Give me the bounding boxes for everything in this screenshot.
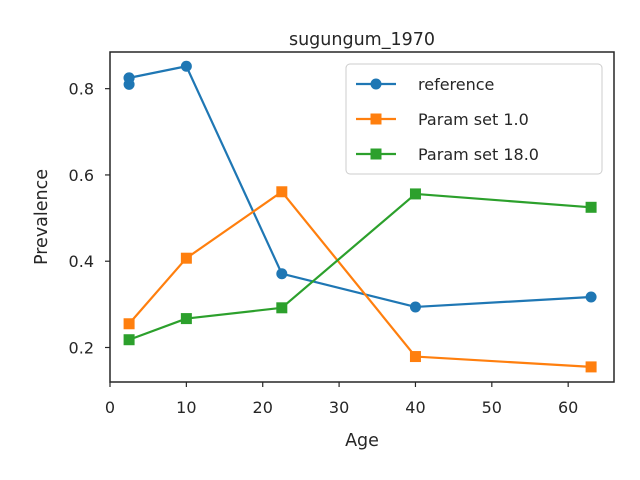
- legend-entry: Param set 18.0: [356, 145, 539, 164]
- legend-box: [345, 63, 603, 175]
- series-1: [123, 186, 597, 373]
- data-point: [409, 301, 421, 313]
- series-2: [123, 188, 597, 346]
- x-tick-label: 60: [558, 398, 578, 417]
- series-layer: [123, 60, 597, 373]
- legend: reference Param set 1.0 Param set 18.0: [345, 63, 603, 175]
- series-0: [123, 60, 597, 313]
- legend-entry: reference: [356, 75, 494, 94]
- x-tick-label: 30: [329, 398, 349, 417]
- data-point: [123, 72, 135, 84]
- x-tick-label: 0: [105, 398, 115, 417]
- legend-marker: [370, 148, 382, 160]
- data-point: [180, 313, 192, 325]
- data-point: [585, 361, 597, 373]
- series-line: [128, 192, 592, 341]
- data-point: [276, 302, 288, 314]
- data-point: [180, 252, 192, 264]
- x-tick-label: 20: [253, 398, 273, 417]
- legend-label: Param set 18.0: [418, 145, 539, 164]
- data-point: [123, 318, 135, 330]
- legend-marker: [370, 113, 382, 125]
- plot-frame: [109, 51, 615, 383]
- series-line: [128, 190, 592, 368]
- x-axis-label: Age: [345, 431, 379, 451]
- y-axis-label: Prevalence: [32, 169, 52, 265]
- data-point: [180, 60, 192, 72]
- chart-title: sugungum_1970: [289, 30, 435, 50]
- legend-label: Param set 1.0: [418, 110, 529, 129]
- x-tick-label: 40: [405, 398, 425, 417]
- y-tick-label: 0.6: [69, 166, 94, 185]
- legend-marker: [370, 78, 382, 90]
- y-tick-label: 0.2: [69, 338, 94, 357]
- y-tick-label: 0.4: [69, 252, 94, 271]
- data-point: [409, 188, 421, 200]
- data-point: [585, 201, 597, 213]
- legend-label: reference: [418, 75, 494, 94]
- y-tick-label: 0.8: [69, 80, 94, 99]
- data-point: [276, 268, 288, 280]
- data-point: [276, 186, 288, 198]
- x-tick-label: 50: [482, 398, 502, 417]
- legend-entry: Param set 1.0: [356, 110, 529, 129]
- data-point: [585, 291, 597, 303]
- y-axis-ticks: 0.2 0.4 0.6 0.8: [69, 80, 110, 357]
- data-point: [409, 351, 421, 363]
- x-axis-ticks: 0 10 20 30 40 50 60: [105, 382, 578, 417]
- x-tick-label: 10: [176, 398, 196, 417]
- data-point: [123, 334, 135, 346]
